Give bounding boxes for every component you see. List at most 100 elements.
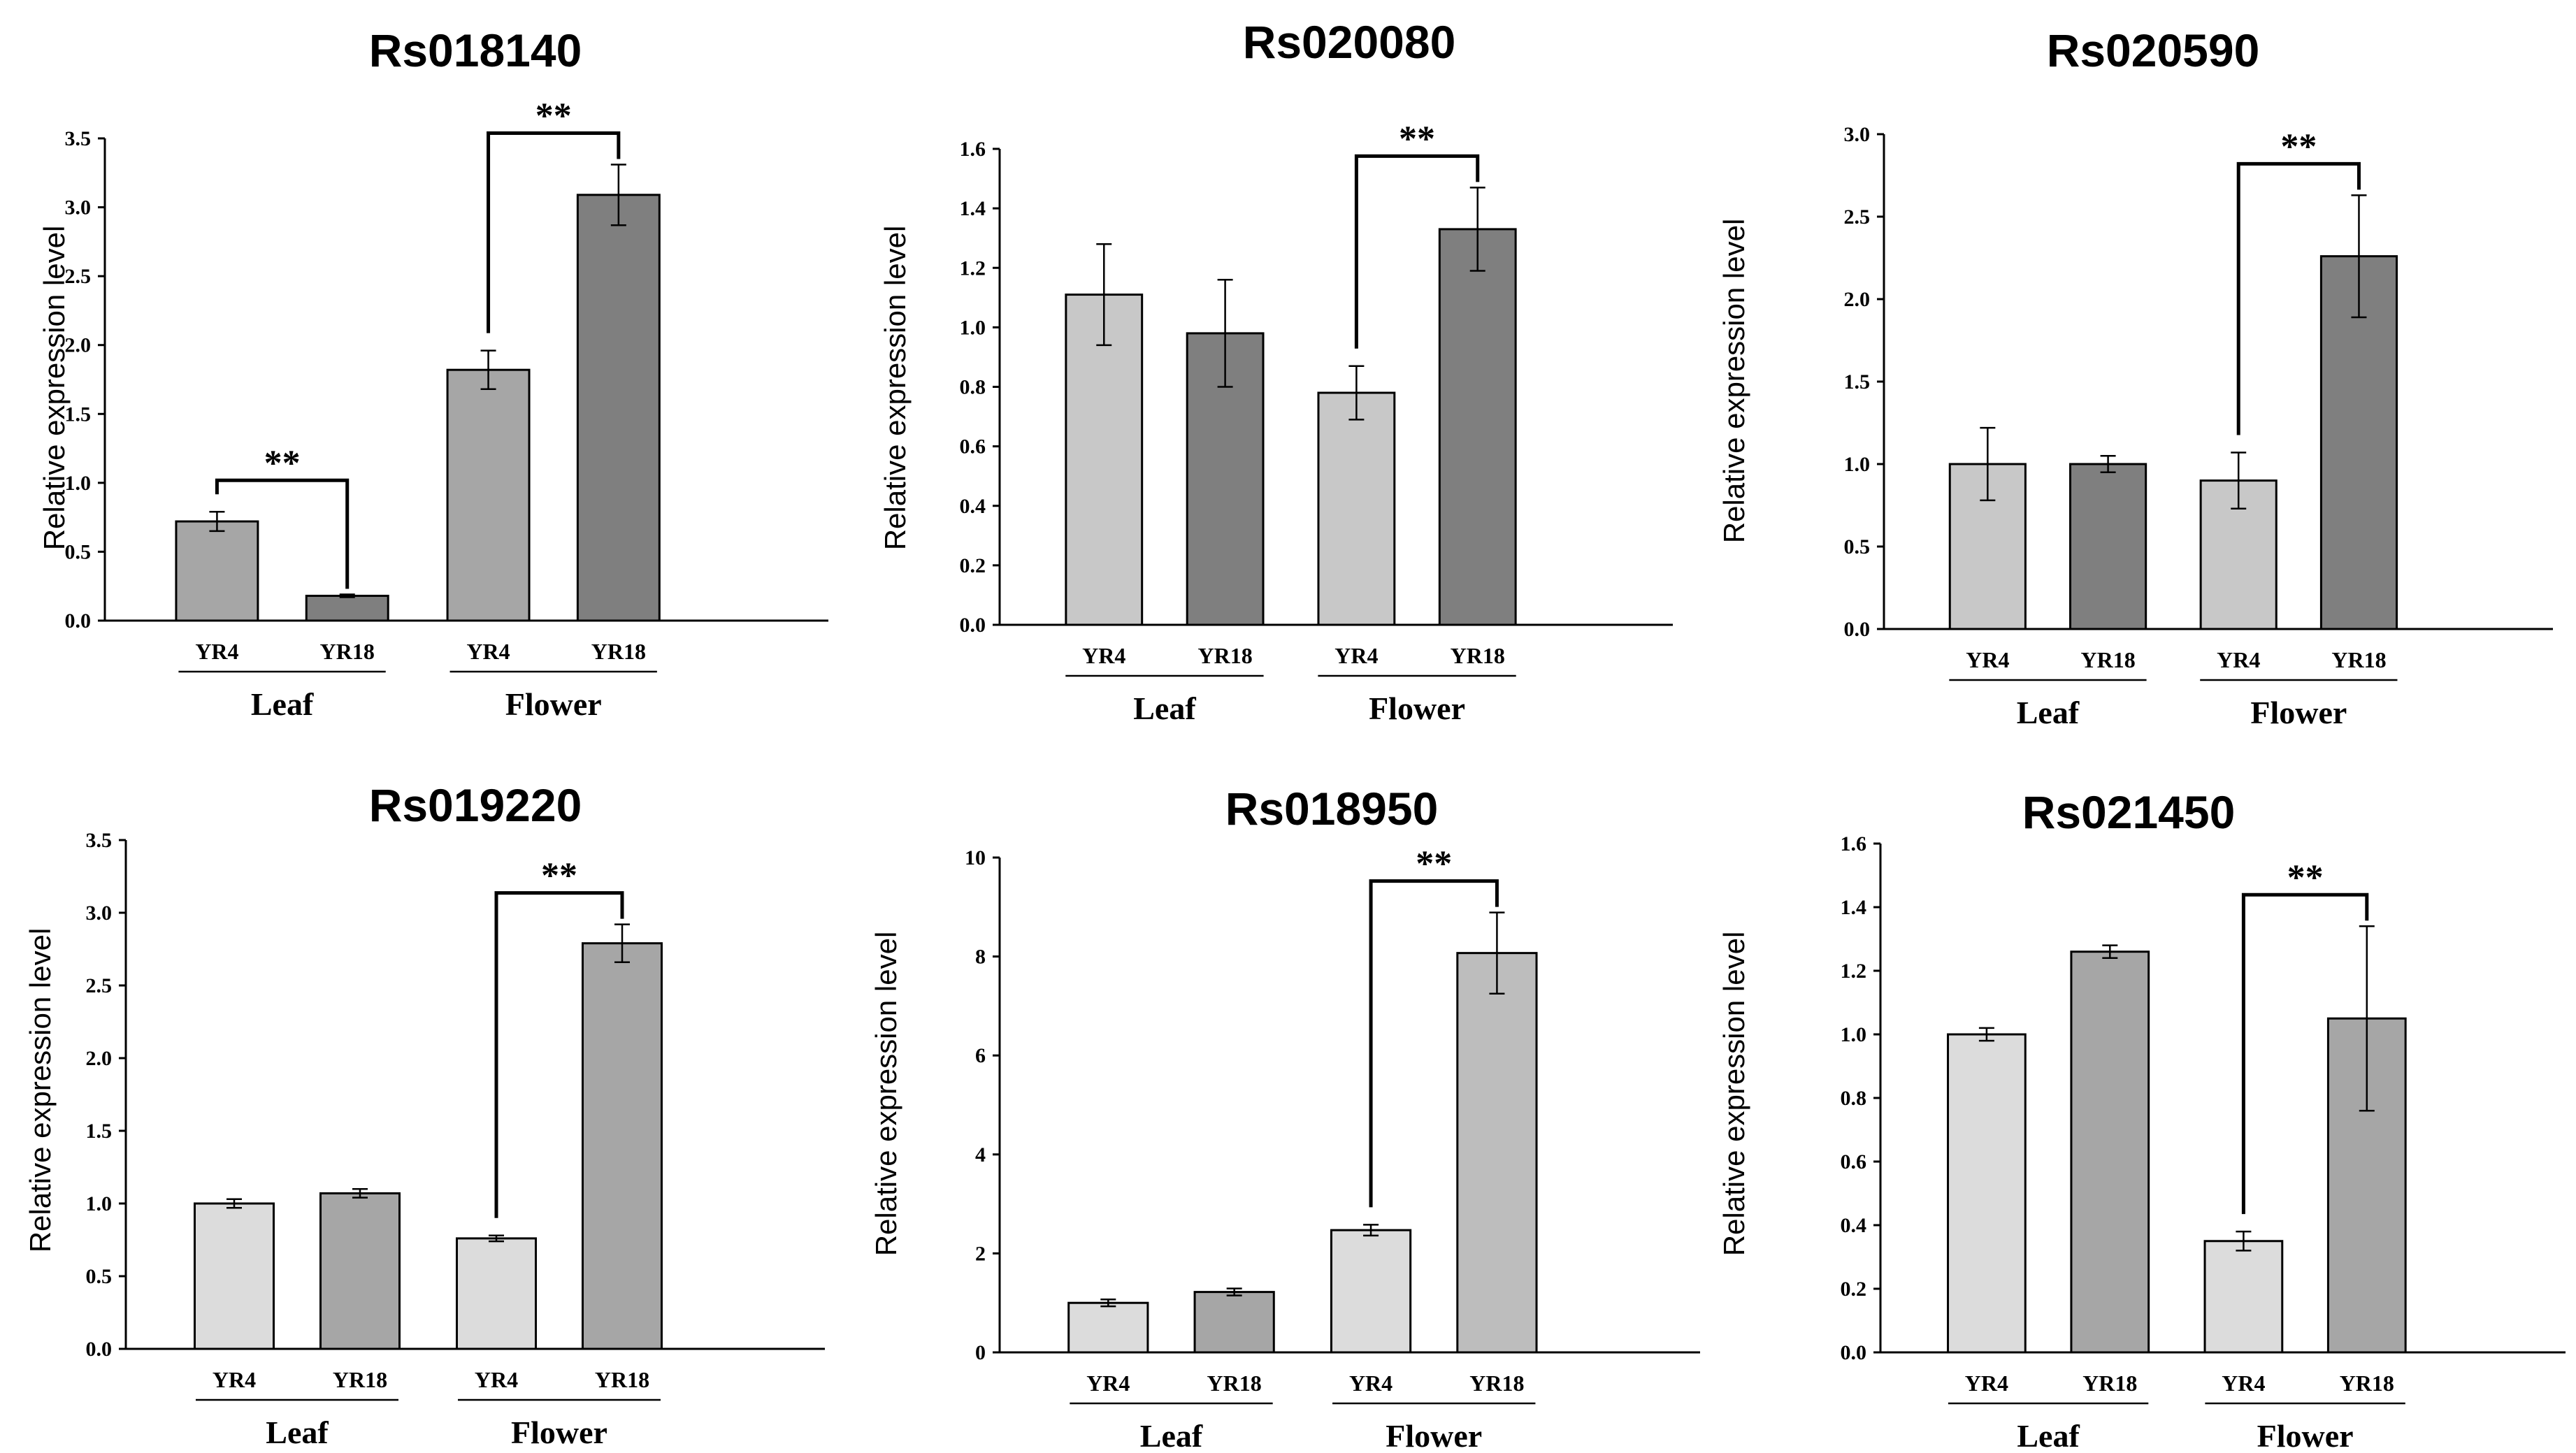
- panel-1-bar: [305, 595, 389, 622]
- panel-6-ytick-label: 0.2: [1841, 1278, 1867, 1301]
- panel-2-title: Rs020080: [1243, 16, 1456, 68]
- panel-4-title: Rs019220: [369, 779, 582, 831]
- panel-2-bar: [1438, 228, 1517, 626]
- panel-6-category-label: YR4: [1965, 1371, 2008, 1396]
- panel-2-bar: [1065, 294, 1144, 626]
- panel-1-ytick-label: 0.5: [65, 540, 92, 563]
- panel-5-bar: [1193, 1291, 1275, 1354]
- panel-2-significance-bracket: [1354, 154, 1480, 349]
- panel-6-category-label: YR18: [2082, 1371, 2137, 1396]
- panel-4-ylabel: Relative expression level: [24, 928, 57, 1253]
- panel-6-ytick-label: 0.0: [1841, 1341, 1867, 1364]
- panel-1-ytick-label: 3.5: [65, 127, 92, 150]
- panel-1-ytick-label: 2.0: [65, 334, 92, 357]
- panel-1-significance-bracket: [215, 478, 350, 589]
- panel-2-category-label: YR18: [1197, 643, 1252, 668]
- panel-1-bar: [175, 520, 259, 622]
- panel-4-group-label: Leaf: [266, 1415, 329, 1450]
- panel-5-ytick-label: 2: [975, 1242, 986, 1265]
- panel-4-bar: [194, 1202, 275, 1350]
- panel-3-category-label: YR18: [2331, 647, 2386, 672]
- panel-4-ytick-label: 3.0: [86, 902, 113, 925]
- panel-6-ytick-label: 0.6: [1841, 1150, 1867, 1173]
- panel-1-category-label: YR18: [320, 639, 375, 664]
- panel-2-ytick-label: 1.0: [960, 316, 986, 339]
- panel-5-ytick-label: 6: [975, 1044, 986, 1067]
- panel-5-significance-label: **: [1416, 844, 1452, 884]
- panel-3-significance-label: **: [2280, 126, 2317, 166]
- panel-2-group-label: Flower: [1369, 691, 1465, 726]
- panel-1-ytick-label: 1.0: [65, 472, 92, 495]
- panel-5-category-label: YR18: [1207, 1371, 1262, 1396]
- panel-5-ytick-label: 10: [965, 846, 986, 869]
- panel-5-group-label: Flower: [1386, 1418, 1482, 1453]
- panel-1-ylabel: Relative expression level: [38, 226, 71, 551]
- panel-3-ytick-label: 2.0: [1844, 288, 1871, 311]
- panel-2-significance-label: **: [1399, 119, 1435, 159]
- panel-5-ylabel: Relative expression level: [870, 932, 902, 1257]
- panel-3-bar: [2319, 255, 2398, 630]
- panel-4-category-label: YR18: [333, 1367, 387, 1392]
- panel-1-ytick-label: 1.5: [65, 403, 92, 426]
- panel-1-ytick-label: 3.0: [65, 196, 92, 219]
- panel-3-title: Rs020590: [2047, 24, 2260, 76]
- panel-1-category-label: YR4: [466, 639, 510, 664]
- panel-1-significance-bracket: [487, 131, 621, 333]
- panel-6-ytick-label: 1.6: [1841, 832, 1867, 855]
- panel-4-ytick-label: 2.5: [86, 974, 113, 997]
- panel-3-ytick-label: 2.5: [1844, 205, 1871, 229]
- panel-2-ytick-label: 0.4: [960, 495, 986, 518]
- panel-3-category-label: YR4: [1966, 647, 2009, 672]
- panel-2-ytick-label: 0.6: [960, 435, 986, 458]
- panel-3-ytick-label: 0.0: [1844, 618, 1871, 641]
- panel-6-bar: [2203, 1240, 2284, 1354]
- panel-3-category-label: YR18: [2080, 647, 2135, 672]
- panel-5-title: Rs018950: [1225, 783, 1439, 834]
- panel-3-ytick-label: 0.5: [1844, 535, 1871, 558]
- panel-2-ytick-label: 1.2: [960, 256, 986, 280]
- panel-6-ytick-label: 1.2: [1841, 960, 1867, 983]
- panel-5-significance-bracket: [1369, 879, 1499, 1208]
- panel-3-ylabel: Relative expression level: [1718, 219, 1750, 544]
- panel-5-bar: [1067, 1301, 1149, 1354]
- panel-4-significance-label: **: [541, 856, 577, 896]
- panel-1-ytick-label: 2.5: [65, 265, 92, 288]
- panel-6-ylabel: Relative expression level: [1718, 932, 1750, 1257]
- panel-4-ytick-label: 0.0: [86, 1338, 113, 1361]
- panel-1-category-label: YR4: [195, 639, 238, 664]
- panel-2-category-label: YR4: [1082, 643, 1125, 668]
- panel-2-category-label: YR4: [1334, 643, 1378, 668]
- panel-4-bar: [319, 1192, 401, 1350]
- panel-4-group-label: Flower: [511, 1415, 607, 1450]
- panel-4-ytick-label: 3.5: [86, 829, 113, 852]
- panel-4-category-label: YR18: [595, 1367, 649, 1392]
- panel-1-significance-label: **: [535, 96, 572, 136]
- panel-1-category-label: YR18: [591, 639, 646, 664]
- panel-1-bar: [576, 194, 661, 622]
- panel-2-category-label: YR18: [1451, 643, 1505, 668]
- panel-6-ytick-label: 1.4: [1841, 896, 1867, 919]
- panel-6-title: Rs021450: [2022, 786, 2236, 838]
- panel-6-group-label: Flower: [2257, 1418, 2354, 1453]
- panel-6-category-label: YR4: [2222, 1371, 2265, 1396]
- panel-5-category-label: YR4: [1349, 1371, 1393, 1396]
- panel-1-group-label: Flower: [505, 686, 602, 722]
- panel-4-significance-bracket: [494, 891, 624, 1218]
- panel-5-ytick-label: 4: [975, 1143, 986, 1166]
- panel-1-group-label: Leaf: [251, 686, 314, 722]
- panel-1-title: Rs018140: [369, 24, 582, 76]
- panel-4-ytick-label: 0.5: [86, 1265, 113, 1288]
- panel-1-bar: [446, 368, 531, 622]
- panel-4-bar: [582, 942, 663, 1350]
- panel-3-significance-bracket: [2236, 161, 2361, 435]
- panel-3-bar: [2069, 463, 2147, 630]
- panel-1-significance-label: **: [264, 443, 301, 483]
- panel-6-ytick-label: 1.0: [1841, 1023, 1867, 1046]
- panel-3-category-label: YR4: [2217, 647, 2260, 672]
- panel-5-category-label: YR18: [1469, 1371, 1524, 1396]
- panel-5-group-label: Leaf: [1140, 1418, 1203, 1453]
- panel-2-ytick-label: 1.6: [960, 138, 986, 161]
- panel-2-group-label: Leaf: [1133, 691, 1196, 726]
- panel-3-group-label: Leaf: [2017, 695, 2080, 730]
- panel-6-category-label: YR18: [2340, 1371, 2394, 1396]
